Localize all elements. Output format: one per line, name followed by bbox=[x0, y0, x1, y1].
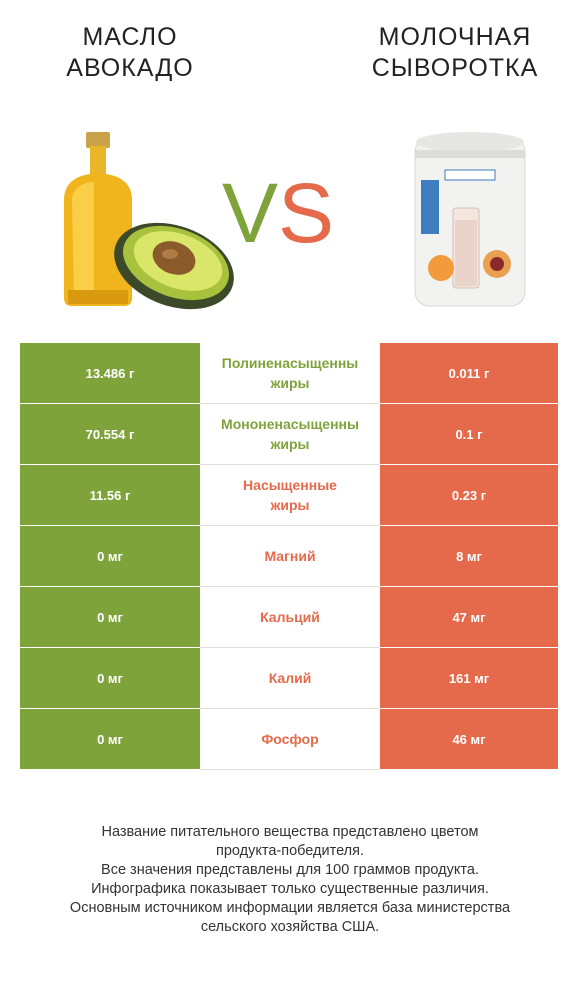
nutrient-name-line1: Калий bbox=[268, 670, 312, 686]
nutrient-name-line1: Насыщенные bbox=[243, 477, 337, 493]
comparison-row: 0 мг Кальций 47 мг bbox=[20, 586, 558, 648]
right-product-title: Молочная сыворотка bbox=[350, 22, 560, 84]
nutrient-name-line2: жиры bbox=[270, 497, 310, 513]
left-product-title: Масло авокадо bbox=[30, 22, 230, 84]
left-title-line2: авокадо bbox=[66, 54, 194, 82]
nutrient-name: Насыщенные жиры bbox=[200, 464, 380, 526]
right-title-line1: Молочная bbox=[378, 23, 532, 51]
left-value: 13.486 г bbox=[20, 343, 200, 404]
vs-v: V bbox=[222, 166, 279, 260]
nutrient-name-line1: Фосфор bbox=[261, 731, 319, 747]
left-value: 0 мг bbox=[20, 708, 200, 770]
comparison-row: 70.554 г Мононенасыщенны жиры 0.1 г bbox=[20, 403, 558, 465]
right-value: 47 мг bbox=[380, 586, 558, 648]
right-value: 46 мг bbox=[380, 708, 558, 770]
comparison-row: 0 мг Фосфор 46 мг bbox=[20, 708, 558, 770]
nutrient-name-line1: Кальций bbox=[260, 609, 320, 625]
comparison-row: 0 мг Калий 161 мг bbox=[20, 647, 558, 709]
nutrient-name-line1: Магний bbox=[264, 548, 316, 564]
nutrient-name: Магний bbox=[200, 525, 380, 587]
nutrient-name-line1: Полиненасыщенны bbox=[221, 355, 359, 371]
left-value: 70.554 г bbox=[20, 403, 200, 465]
right-title-line2: сыворотка bbox=[371, 54, 539, 82]
footer-line: Основным источником информации является … bbox=[69, 900, 511, 916]
nutrient-name: Полиненасыщенны жиры bbox=[200, 343, 380, 404]
footer-line: Название питательного вещества представл… bbox=[101, 824, 479, 840]
vs-label: VS bbox=[222, 168, 334, 258]
footer-line: Инфографика показывает только существенн… bbox=[91, 881, 489, 897]
left-value: 0 мг bbox=[20, 647, 200, 709]
comparison-table: 13.486 г Полиненасыщенны жиры 0.011 г 70.554… bbox=[20, 343, 558, 770]
left-value: 0 мг bbox=[20, 525, 200, 587]
right-value: 8 мг bbox=[380, 525, 558, 587]
nutrient-name: Калий bbox=[200, 647, 380, 709]
nutrient-name: Мононенасыщенны жиры bbox=[200, 403, 380, 465]
nutrient-name-line2: жиры bbox=[270, 375, 310, 391]
left-value: 0 мг bbox=[20, 586, 200, 648]
whey-container-image bbox=[414, 132, 526, 307]
footer-line: Все значения представлены для 100 граммо… bbox=[101, 862, 479, 878]
nutrient-name: Фосфор bbox=[200, 708, 380, 770]
left-value: 11.56 г bbox=[20, 464, 200, 526]
right-value: 0.1 г bbox=[380, 403, 558, 465]
nutrient-name-line2: жиры bbox=[270, 436, 310, 452]
comparison-row: 13.486 г Полиненасыщенны жиры 0.011 г bbox=[20, 343, 558, 404]
right-value: 0.011 г bbox=[380, 343, 558, 404]
right-value: 0.23 г bbox=[380, 464, 558, 526]
footer-line: сельского хозяйства США. bbox=[200, 919, 380, 935]
right-value: 161 мг bbox=[380, 647, 558, 709]
avocado-oil-image bbox=[64, 132, 234, 310]
comparison-row: 11.56 г Насыщенные жиры 0.23 г bbox=[20, 464, 558, 526]
nutrient-name: Кальций bbox=[200, 586, 380, 648]
nutrient-name-line1: Мононенасыщенны bbox=[221, 416, 359, 432]
left-title-line1: Масло bbox=[82, 23, 178, 51]
comparison-row: 0 мг Магний 8 мг bbox=[20, 525, 558, 587]
footer-notes: Название питательного вещества представл… bbox=[20, 823, 560, 937]
footer-line: продукта-победителя. bbox=[215, 843, 365, 859]
vs-s: S bbox=[278, 166, 335, 260]
